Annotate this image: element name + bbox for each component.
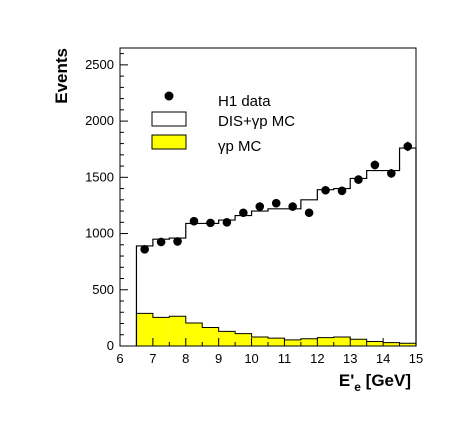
h1-data-point xyxy=(403,142,413,151)
x-tick-label: 8 xyxy=(182,351,189,366)
x-axis-title-main: E xyxy=(339,371,350,390)
gp-mc-bar xyxy=(300,338,318,346)
gp-mc-bar xyxy=(350,339,367,346)
y-tick-label: 2000 xyxy=(85,113,114,128)
gp-mc-bar xyxy=(185,322,203,346)
h1-data-point xyxy=(239,208,248,218)
h1-data-point xyxy=(288,202,297,211)
h1-data-point xyxy=(321,185,330,195)
x-axis-title-unit: [GeV] xyxy=(361,371,411,390)
h1-data-point xyxy=(354,175,363,184)
h1-data-point xyxy=(255,202,265,211)
gp-mc-bar xyxy=(383,342,400,346)
h1-data-point xyxy=(337,186,347,196)
legend-marker-h1-data xyxy=(164,91,174,101)
x-tick-label: 6 xyxy=(116,351,123,366)
x-tick-label: 7 xyxy=(149,351,156,366)
gp-mc-bar xyxy=(202,327,219,346)
y-tick-label: 1500 xyxy=(85,169,114,184)
x-tick-label: 12 xyxy=(310,351,324,366)
gp-mc-bar xyxy=(136,313,153,346)
plot-area xyxy=(135,141,417,346)
legend-label-h1-data: H1 data xyxy=(218,93,271,110)
x-axis-title: E'e [GeV] xyxy=(339,371,411,394)
x-axis-title-prime: ' xyxy=(350,371,354,390)
legend-marker-dis-gp-mc xyxy=(151,111,187,127)
gp-mc-bar xyxy=(152,317,170,346)
h1-data-point xyxy=(370,160,380,170)
y-tick-label: 500 xyxy=(92,282,114,297)
x-tick-label: 9 xyxy=(215,351,222,366)
x-tick-label: 10 xyxy=(244,351,258,366)
h1-data-point xyxy=(387,169,396,178)
legend-label-gp-mc: γp MC xyxy=(218,138,262,155)
y-tick-label: 1000 xyxy=(85,226,114,241)
x-tick-label: 13 xyxy=(343,351,357,366)
h1-data-point xyxy=(156,237,166,247)
gp-mc-bar xyxy=(284,339,301,346)
x-tick-label: 14 xyxy=(376,351,390,366)
h1-data-point xyxy=(271,198,281,208)
legend: H1 data DIS+γp MC γp MC xyxy=(151,91,295,155)
h1-data-point xyxy=(173,237,182,246)
gp-mc-bar xyxy=(399,343,416,346)
x-tick-label: 11 xyxy=(278,351,292,366)
y-tick-label: 2500 xyxy=(85,57,114,72)
y-axis-title: Events xyxy=(52,48,71,104)
h1-data-point xyxy=(189,216,199,226)
gp-mc-outline xyxy=(135,312,417,346)
h1-data-point xyxy=(222,218,232,227)
x-axis-title-sub: e xyxy=(354,380,361,394)
gp-mc-bar xyxy=(333,337,351,346)
legend-label-dis-gp-mc: DIS+γp MC xyxy=(218,113,295,130)
gp-mc-bar xyxy=(366,341,384,346)
legend-marker-gp-mc xyxy=(151,134,187,150)
y-tick-label: 0 xyxy=(107,338,114,353)
gp-mc-bar xyxy=(251,337,268,346)
gp-mc-bar xyxy=(268,338,285,346)
axes: 6 7 8 9 10 11 12 13 14 15 0 500 1000 1500 2000 2500 xyxy=(85,47,423,366)
gp-mc-bar xyxy=(317,337,334,346)
h1-data-point xyxy=(304,208,314,218)
gp-mc-bar xyxy=(218,331,236,346)
h1-data-point xyxy=(206,218,215,228)
dis-gp-mc-step xyxy=(135,147,417,346)
h1-data-point xyxy=(140,244,149,254)
gp-mc-bar xyxy=(235,333,252,346)
gp-mc-bar xyxy=(169,316,186,346)
x-tick-label: 15 xyxy=(409,351,423,366)
